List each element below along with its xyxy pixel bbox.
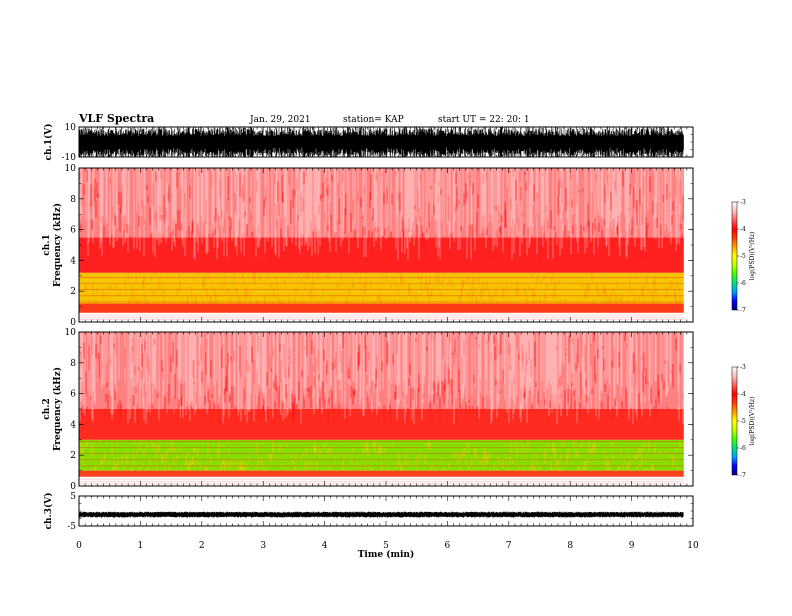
sp1-ylabel-freq: Frequency (kHz) bbox=[52, 203, 63, 287]
ch3-waveform-panel: 5 -5 bbox=[67, 492, 694, 532]
x-tick-label: 0 bbox=[76, 541, 82, 551]
ch1-spectrogram-image bbox=[79, 168, 684, 322]
ch1-trace-group bbox=[79, 127, 684, 157]
psd-band bbox=[79, 237, 684, 273]
x-tick-label: 10 bbox=[687, 541, 699, 551]
x-axis-label: Time (min) bbox=[358, 549, 415, 560]
colorbar-tick-label: -5 bbox=[740, 418, 746, 425]
ch1-trace bbox=[79, 127, 684, 157]
y-tick-label: -10 bbox=[62, 153, 77, 163]
colorbar-scale bbox=[731, 201, 738, 311]
sp1-ylabel-ch: ch.1 bbox=[42, 234, 52, 255]
ch3-trace-group bbox=[79, 511, 684, 518]
x-tick-label: 4 bbox=[322, 541, 328, 551]
sp2-ylabel-ch: ch.2 bbox=[42, 398, 52, 419]
x-tick-label: 8 bbox=[567, 541, 573, 551]
ch2-spectrogram-image bbox=[79, 332, 684, 486]
x-tick-label: 3 bbox=[260, 541, 266, 551]
time-axis: 0 1 2 3 4 5 6 7 8 9 10 bbox=[76, 541, 699, 551]
x-tick-label: 6 bbox=[445, 541, 451, 551]
x-tick-label: 1 bbox=[138, 541, 144, 551]
colorbar-tick-label: -5 bbox=[740, 253, 746, 260]
colorbar-label: log(PSD)(V²/Hz) bbox=[749, 232, 756, 281]
colorbar-tick-label: -4 bbox=[740, 391, 746, 398]
ch1-spectrogram-panel: 0 2 4 6 8 10 bbox=[65, 164, 694, 328]
y-tick-label: 0 bbox=[70, 318, 76, 328]
psd-band bbox=[79, 409, 684, 440]
psd-band bbox=[79, 439, 684, 471]
sp2-ylabel-freq: Frequency (kHz) bbox=[52, 367, 63, 451]
header-start-time: start UT = 22: 20: 1 bbox=[438, 115, 530, 125]
colorbar-tick-label: -6 bbox=[740, 445, 746, 452]
header-date: Jan. 29, 2021 bbox=[249, 115, 311, 125]
y-tick-label: 8 bbox=[70, 195, 76, 205]
ch2-colorbar: -3 -4 -5 -6 -7 log(PSD)(V²/Hz) bbox=[731, 364, 756, 479]
psd-band bbox=[79, 470, 684, 477]
chart-title: VLF Spectra bbox=[78, 112, 154, 125]
y-tick-label: 2 bbox=[70, 451, 76, 461]
y-tick-label: 10 bbox=[65, 123, 77, 133]
y-tick-label: 10 bbox=[65, 328, 77, 338]
y-tick-label: 4 bbox=[70, 420, 76, 430]
psd-band bbox=[79, 332, 684, 409]
colorbar-tick-label: -7 bbox=[740, 307, 746, 314]
colorbar-tick-label: -3 bbox=[740, 199, 746, 206]
y-tick-label: 2 bbox=[70, 287, 76, 297]
x-tick-label: 7 bbox=[506, 541, 512, 551]
x-tick-label: 5 bbox=[383, 541, 389, 551]
y-tick-label: 0 bbox=[70, 482, 76, 492]
ch1-waveform-panel: 10 -10 bbox=[62, 123, 694, 163]
y-tick-label: 8 bbox=[70, 359, 76, 369]
colorbar-scale bbox=[731, 366, 738, 476]
y-tick-label: 10 bbox=[65, 164, 77, 174]
x-tick-label: 9 bbox=[629, 541, 635, 551]
ch3-trace bbox=[79, 511, 684, 518]
psd-speckle-white bbox=[79, 168, 683, 260]
ch1-ylabel: ch.1(V) bbox=[43, 124, 54, 161]
y-tick-label: 6 bbox=[70, 226, 76, 236]
header-station: station= KAP bbox=[343, 115, 404, 125]
colorbar-tick-label: -3 bbox=[740, 364, 746, 371]
x-tick-label: 2 bbox=[199, 541, 205, 551]
y-tick-label: 4 bbox=[70, 256, 76, 266]
colorbar-tick-label: -6 bbox=[740, 280, 746, 287]
y-tick-label: -5 bbox=[67, 522, 76, 532]
psd-speckle-orange bbox=[79, 272, 681, 304]
colorbar-label: log(PSD)(V²/Hz) bbox=[749, 397, 756, 446]
y-tick-label: 5 bbox=[70, 492, 76, 502]
ch3-ylabel: ch.3(V) bbox=[43, 493, 54, 530]
colorbar-tick-label: -7 bbox=[740, 472, 746, 479]
ch1-colorbar: -3 -4 -5 -6 -7 log(PSD)(V²/Hz) bbox=[731, 199, 756, 314]
y-tick-label: 6 bbox=[70, 390, 76, 400]
psd-speckle-white bbox=[79, 332, 684, 425]
ch2-spectrogram-panel: 0 2 4 6 8 10 bbox=[65, 328, 694, 492]
colorbar-tick-label: -4 bbox=[740, 226, 746, 233]
